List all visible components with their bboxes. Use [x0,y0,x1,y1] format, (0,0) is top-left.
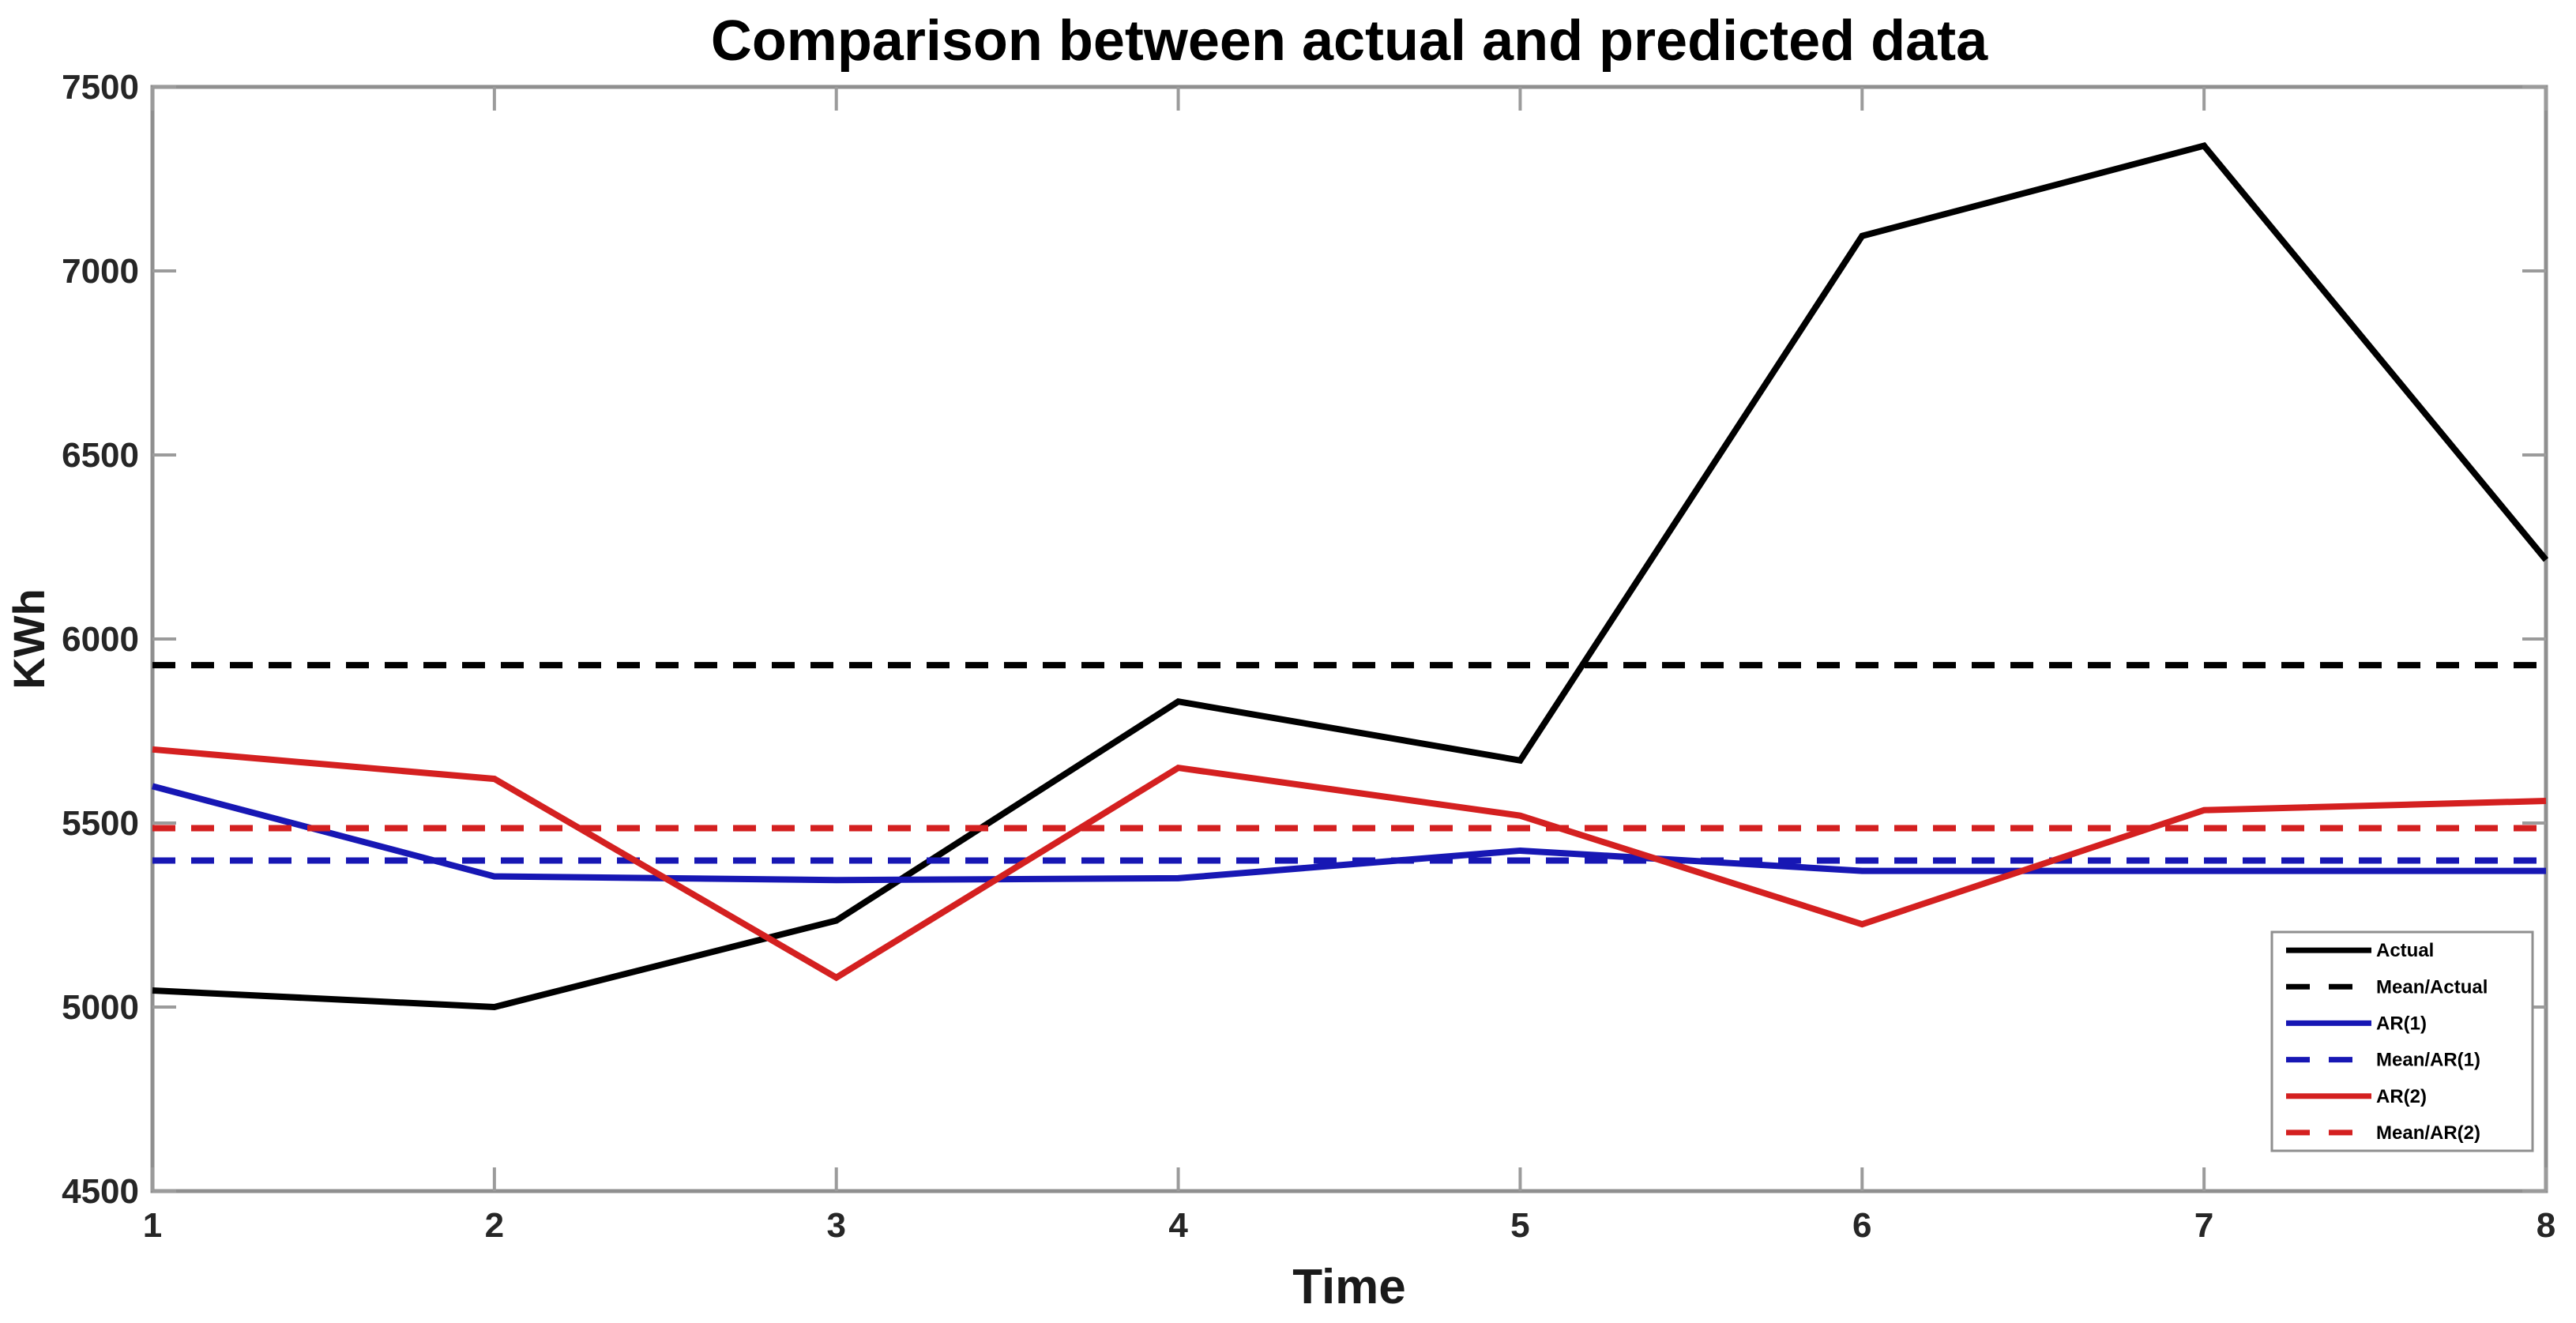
x-tick-label: 6 [1852,1206,1871,1245]
plot-border [150,85,2548,1193]
x-tick-label: 3 [826,1206,845,1245]
chart-title: Comparison between actual and predicted … [711,9,1988,73]
legend-label: AR(2) [2376,1086,2427,1107]
legend-label: Actual [2376,940,2434,961]
series-lines [151,142,2549,1011]
y-tick-label: 6000 [62,620,139,659]
x-axis-label: Time [1292,1260,1406,1314]
legend-item-mean-actual: Mean/Actual [2286,976,2488,998]
series-actual [152,142,2549,1011]
legend-item-ar-2: AR(2) [2286,1086,2427,1107]
y-tick-label: 5500 [62,804,139,843]
x-tick-label: 8 [2537,1206,2555,1245]
series-ar-1 [151,783,2546,884]
y-tick-label: 7000 [62,252,139,291]
y-tick-label: 7500 [62,68,139,107]
x-tick-label: 5 [1510,1206,1529,1245]
legend-item-mean-ar-1: Mean/AR(1) [2286,1050,2480,1071]
axes: 1 2 3 4 5 6 7 8 4500 5000 5500 6000 6500 7000 7500 [62,68,2555,1245]
x-tick-label: 4 [1168,1206,1188,1245]
legend-item-ar-1: AR(1) [2286,1013,2427,1034]
y-tick-label: 6500 [62,436,139,475]
y-tick-label: 4500 [62,1172,139,1211]
legend-item-mean-ar-2: Mean/AR(2) [2286,1122,2480,1144]
legend-label: Mean/AR(1) [2376,1050,2480,1071]
y-axis-label: KWh [4,588,54,690]
x-tick-label: 7 [2194,1206,2213,1245]
legend-label: Mean/Actual [2376,976,2488,998]
y-tick-label: 5000 [62,988,139,1027]
legend-item-actual: Actual [2286,940,2434,961]
legend: Actual Mean/Actual AR(1) Mean/AR(1) AR(2) Mea… [2270,930,2534,1152]
legend-label: AR(1) [2376,1013,2427,1034]
legend-label: Mean/AR(2) [2376,1122,2480,1144]
x-tick-label: 2 [485,1206,504,1245]
legend-box [2270,930,2534,1152]
x-tick-label: 1 [143,1206,162,1245]
